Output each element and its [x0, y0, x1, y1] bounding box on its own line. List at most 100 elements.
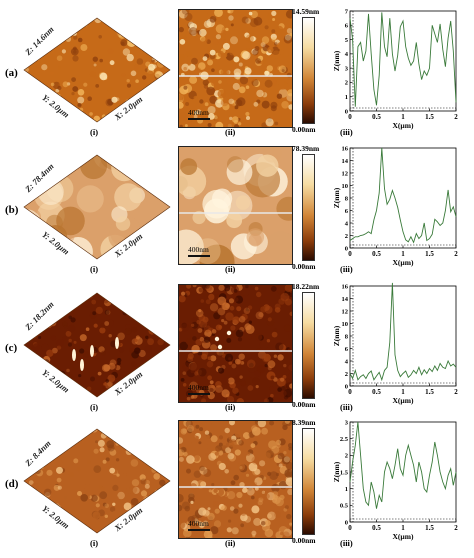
y-tick-label: 0 — [345, 108, 348, 115]
x-tick-label: 1.5 — [425, 524, 434, 532]
scale-bar-label: 400nm — [188, 383, 209, 392]
afm-3d-surface — [23, 292, 171, 398]
color-scale-min: 0.00nm — [292, 536, 316, 545]
sub-label-i: (i) — [90, 538, 99, 548]
y-tick-label: 2.5 — [340, 436, 349, 443]
profile-x-label: X(µm) — [393, 396, 414, 405]
afm-3d-surface — [23, 428, 171, 534]
profile-y-label: Z(nm) — [334, 461, 341, 482]
y-tick-label: 2 — [345, 80, 348, 87]
y-tick-label: 8 — [345, 333, 349, 340]
y-tick-label: 16 — [342, 283, 349, 290]
color-scale-bar — [302, 428, 315, 535]
y-tick-label: 16 — [342, 145, 349, 152]
y-tick-label: 12 — [342, 308, 349, 315]
x-tick-label: 0.5 — [372, 388, 381, 396]
sub-label-ii: (ii) — [225, 402, 236, 412]
y-tick-label: 14 — [342, 158, 349, 165]
x-tick-label: 1 — [401, 113, 405, 121]
afm-3d-surface — [23, 154, 171, 260]
profile-y-label: Z(nm) — [334, 50, 341, 71]
x-tick-label: 1 — [401, 250, 405, 258]
color-scale-bar — [302, 292, 315, 399]
x-tick-label: 1 — [401, 524, 405, 532]
afm-height-map — [178, 9, 293, 128]
color-scale-min: 0.00nm — [292, 400, 316, 409]
x-tick-label: 2 — [454, 524, 458, 532]
x-tick-label: 2 — [454, 388, 458, 396]
y-tick-label: 5 — [345, 37, 349, 44]
sub-label-iii: (iii) — [340, 264, 353, 274]
y-tick-label: 14 — [342, 296, 349, 303]
profile-x-label: X(µm) — [393, 258, 414, 267]
color-scale-min: 0.00nm — [292, 262, 316, 271]
color-scale-max: 78.39nm — [292, 144, 320, 153]
height-profile-chart: 0 0.5 1 1.5 2 0 2 4 6 8 10 12 14 16 X(µm) Z(nm) — [334, 145, 458, 267]
y-tick-label: 6 — [345, 208, 349, 215]
sub-label-i: (i) — [90, 264, 99, 274]
afm-3d-surface — [23, 17, 171, 123]
y-tick-label: 1 — [345, 94, 348, 101]
x-tick-label: 1.5 — [425, 250, 434, 258]
y-tick-label: 4 — [345, 220, 349, 227]
x-tick-label: 0 — [348, 524, 352, 532]
profile-y-label: Z(nm) — [334, 187, 341, 208]
sub-label-iii: (iii) — [340, 127, 353, 137]
row-label: (d) — [5, 478, 19, 490]
row-label: (b) — [5, 204, 19, 216]
y-tick-label: 2 — [345, 453, 348, 460]
y-tick-label: 4 — [345, 51, 349, 58]
scale-bar-line — [188, 118, 210, 120]
sub-label-ii: (ii) — [225, 538, 236, 548]
profile-y-label: Z(nm) — [334, 325, 341, 346]
afm-height-map — [178, 420, 293, 539]
color-scale-bar — [302, 17, 315, 124]
x-tick-label: 0.5 — [372, 113, 381, 121]
color-scale-max: 18.22nm — [292, 282, 320, 291]
y-tick-label: 2 — [345, 233, 348, 240]
y-tick-label: 1.5 — [340, 469, 349, 476]
sub-label-ii: (ii) — [225, 127, 236, 137]
color-scale-bar — [302, 154, 315, 261]
scale-bar: 400nm — [188, 245, 210, 257]
y-tick-label: 10 — [342, 321, 349, 328]
x-tick-label: 2 — [454, 113, 458, 121]
y-tick-label: 12 — [342, 170, 349, 177]
x-tick-label: 1.5 — [425, 113, 434, 121]
scale-bar: 400nm — [188, 519, 210, 531]
scale-bar: 400nm — [188, 383, 210, 395]
x-tick-label: 1.5 — [425, 388, 434, 396]
profile-line — [349, 282, 457, 382]
x-tick-label: 1 — [401, 388, 405, 396]
color-scale-max: 14.59nm — [292, 7, 320, 16]
height-profile-chart: 0 0.5 1 1.5 2 0 2 4 6 8 10 12 14 16 X(µm) Z(nm) — [334, 282, 458, 405]
sub-label-ii: (ii) — [225, 264, 236, 274]
profile-line — [349, 421, 457, 509]
color-scale-max: 8.39nm — [292, 418, 316, 427]
height-profile-chart: 0 0.5 1 1.5 2 0 0.5 1 1.5 2 2.5 3 X(µm) Z(nm) — [334, 419, 458, 541]
y-tick-label: 6 — [345, 346, 349, 353]
y-tick-label: 4 — [345, 358, 349, 365]
y-tick-label: 1 — [345, 486, 348, 493]
row-label: (c) — [5, 342, 18, 354]
y-tick-label: 6 — [345, 23, 349, 30]
x-tick-label: 0.5 — [372, 524, 381, 532]
scale-bar-line — [188, 255, 210, 257]
color-scale-min: 0.00nm — [292, 125, 316, 134]
scale-bar-line — [188, 393, 210, 395]
plot-frame — [349, 285, 457, 387]
y-tick-label: 7 — [345, 8, 349, 15]
x-tick-label: 0 — [348, 388, 352, 396]
scale-bar-label: 400nm — [188, 245, 209, 254]
scale-bar-label: 400nm — [188, 108, 209, 117]
profile-line — [349, 12, 457, 107]
x-tick-label: 0.5 — [372, 250, 381, 258]
x-tick-label: 0 — [348, 250, 352, 258]
profile-line — [349, 147, 457, 244]
y-tick-label: 10 — [342, 183, 349, 190]
profile-x-label: X(µm) — [393, 532, 414, 541]
row-label: (a) — [5, 67, 18, 79]
profile-x-label: X(µm) — [393, 121, 414, 130]
y-tick-label: 3 — [345, 65, 349, 72]
afm-height-map — [178, 146, 293, 265]
